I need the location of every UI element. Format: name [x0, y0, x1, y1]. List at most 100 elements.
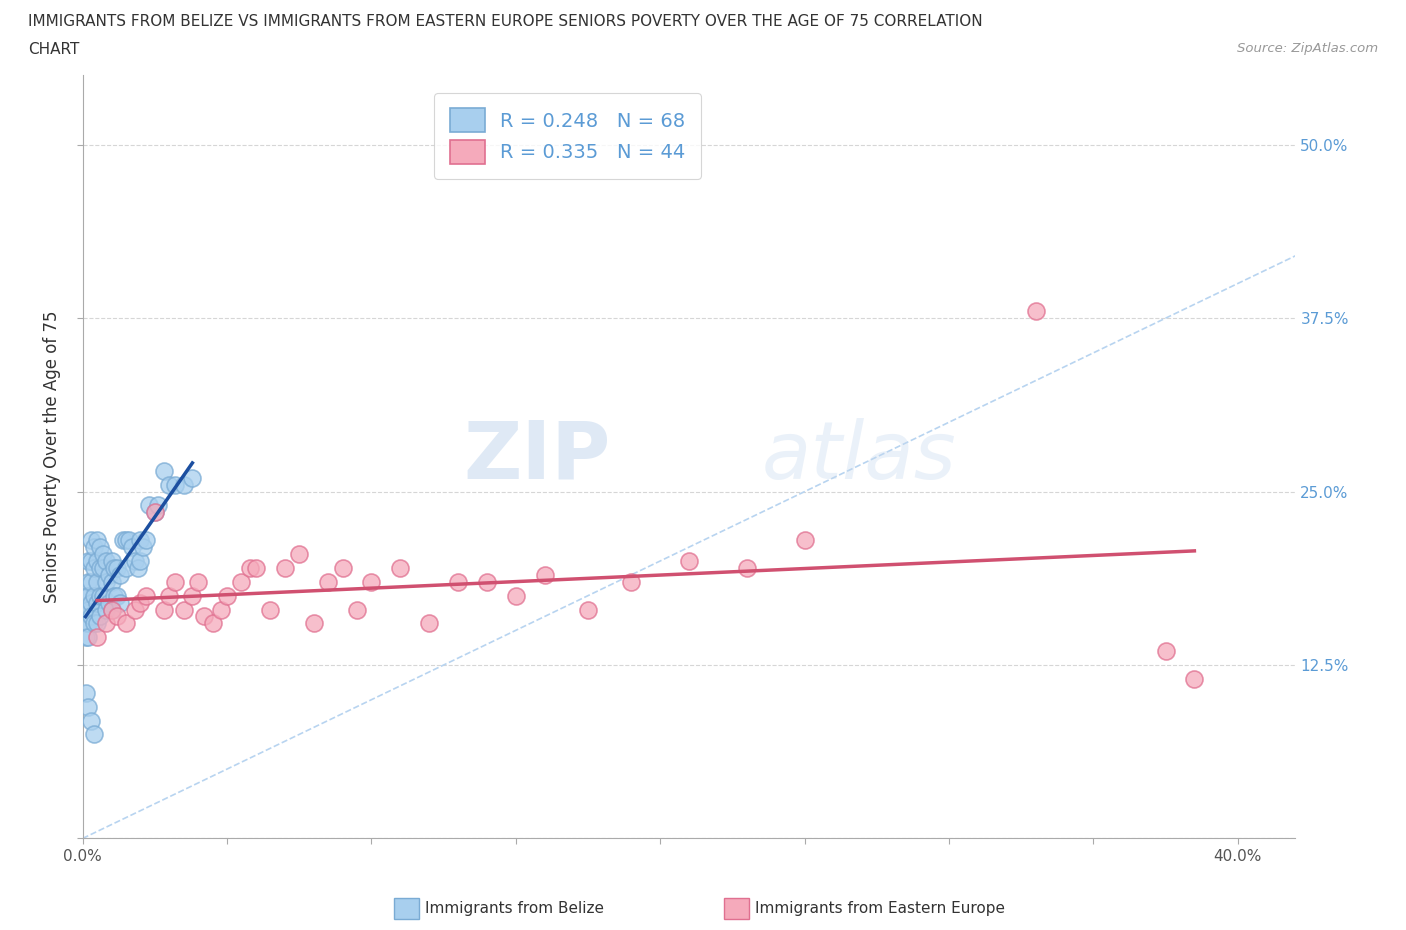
- Point: [89, 561, 111, 576]
- Point: [165, 477, 187, 492]
- Point: [187, 575, 209, 590]
- Point: [389, 561, 412, 576]
- Text: Immigrants from Eastern Europe: Immigrants from Eastern Europe: [755, 901, 1005, 916]
- Legend: R = 0.248   N = 68, R = 0.335   N = 44: R = 0.248 N = 68, R = 0.335 N = 44: [434, 93, 702, 179]
- Point: [115, 533, 138, 548]
- Point: [77, 616, 100, 631]
- Point: [100, 602, 122, 617]
- Point: [418, 616, 440, 631]
- Point: [97, 595, 120, 610]
- Point: [77, 589, 100, 604]
- Point: [94, 616, 117, 631]
- Point: [152, 602, 174, 617]
- Point: [346, 602, 368, 617]
- Point: [173, 602, 195, 617]
- Point: [75, 589, 97, 604]
- Point: [89, 589, 111, 604]
- Point: [533, 567, 555, 582]
- Point: [83, 616, 105, 631]
- Point: [288, 547, 311, 562]
- Point: [576, 602, 599, 617]
- Point: [83, 539, 105, 554]
- Point: [75, 602, 97, 617]
- Point: [124, 553, 146, 568]
- Point: [274, 561, 297, 576]
- Point: [135, 533, 157, 548]
- Point: [475, 575, 498, 590]
- Point: [83, 727, 105, 742]
- Point: [77, 575, 100, 590]
- Point: [1025, 304, 1047, 319]
- Point: [83, 589, 105, 604]
- Point: [678, 553, 700, 568]
- Point: [105, 589, 128, 604]
- Text: IMMIGRANTS FROM BELIZE VS IMMIGRANTS FROM EASTERN EUROPE SENIORS POVERTY OVER TH: IMMIGRANTS FROM BELIZE VS IMMIGRANTS FRO…: [28, 14, 983, 29]
- Point: [80, 553, 103, 568]
- Point: [115, 616, 138, 631]
- Point: [100, 602, 122, 617]
- Point: [80, 609, 103, 624]
- Point: [80, 533, 103, 548]
- Point: [143, 505, 166, 520]
- Point: [97, 567, 120, 582]
- Text: CHART: CHART: [28, 42, 80, 57]
- Point: [77, 699, 100, 714]
- Point: [143, 505, 166, 520]
- Point: [302, 616, 325, 631]
- Point: [173, 477, 195, 492]
- Point: [94, 553, 117, 568]
- Point: [86, 533, 108, 548]
- Point: [108, 567, 131, 582]
- Point: [91, 589, 114, 604]
- Point: [103, 561, 125, 576]
- Point: [152, 463, 174, 478]
- Point: [124, 602, 146, 617]
- Point: [259, 602, 281, 617]
- Point: [165, 575, 187, 590]
- Point: [118, 533, 141, 548]
- Point: [193, 609, 215, 624]
- Point: [129, 533, 152, 548]
- Point: [77, 602, 100, 617]
- Point: [1182, 671, 1205, 686]
- Point: [135, 589, 157, 604]
- Point: [94, 575, 117, 590]
- Point: [94, 602, 117, 617]
- Point: [75, 616, 97, 631]
- Point: [129, 553, 152, 568]
- Point: [105, 561, 128, 576]
- Point: [89, 609, 111, 624]
- Point: [157, 589, 180, 604]
- Text: Immigrants from Belize: Immigrants from Belize: [425, 901, 603, 916]
- Point: [245, 561, 267, 576]
- Point: [80, 575, 103, 590]
- Point: [86, 616, 108, 631]
- Point: [105, 609, 128, 624]
- Point: [121, 539, 143, 554]
- Point: [735, 561, 758, 576]
- Point: [201, 616, 224, 631]
- Point: [138, 498, 160, 513]
- Point: [316, 575, 339, 590]
- Point: [112, 533, 135, 548]
- Point: [360, 575, 382, 590]
- Point: [239, 561, 262, 576]
- Point: [75, 630, 97, 644]
- Point: [108, 595, 131, 610]
- Point: [91, 547, 114, 562]
- Text: atlas: atlas: [762, 418, 956, 496]
- Point: [100, 575, 122, 590]
- Point: [181, 471, 204, 485]
- Point: [332, 561, 354, 576]
- Point: [86, 595, 108, 610]
- Point: [157, 477, 180, 492]
- Point: [80, 713, 103, 728]
- Point: [77, 630, 100, 644]
- Point: [209, 602, 232, 617]
- Text: Source: ZipAtlas.com: Source: ZipAtlas.com: [1237, 42, 1378, 55]
- Point: [75, 685, 97, 700]
- Y-axis label: Seniors Poverty Over the Age of 75: Seniors Poverty Over the Age of 75: [44, 311, 60, 604]
- Point: [83, 561, 105, 576]
- Point: [447, 575, 470, 590]
- Point: [100, 553, 122, 568]
